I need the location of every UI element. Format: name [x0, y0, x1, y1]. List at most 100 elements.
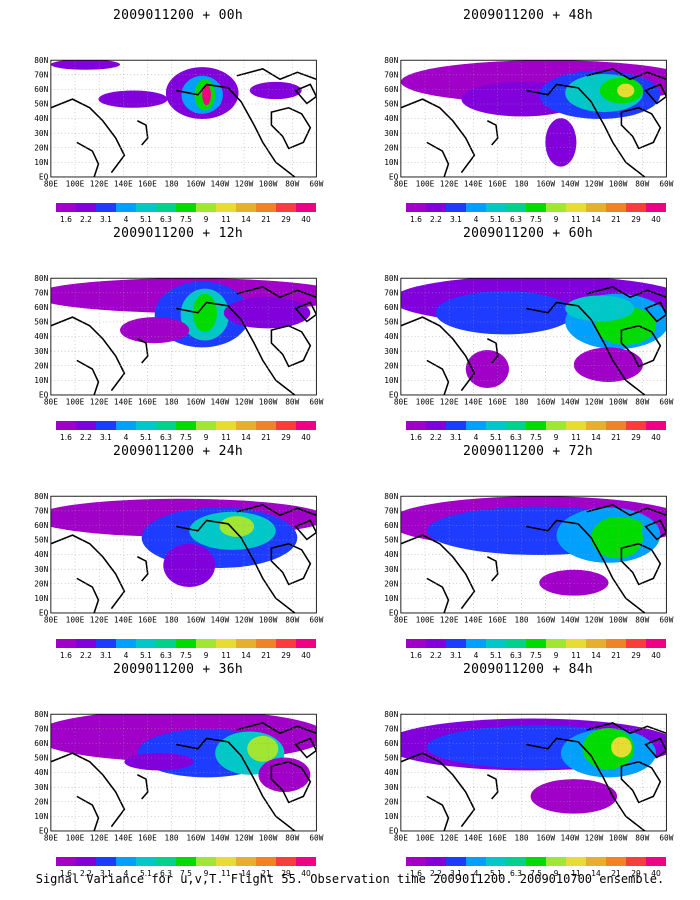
panel-title: 2009011200 + 60h: [462, 226, 594, 241]
longitude-tick-label: 60W: [309, 179, 323, 188]
coastline: [76, 577, 100, 613]
coastline: [644, 737, 667, 759]
colorbar-label: 6.3: [160, 651, 172, 660]
colorbar-swatch: [216, 857, 236, 866]
colorbar-swatch: [406, 857, 426, 866]
coastline: [176, 737, 296, 831]
colorbar-swatch: [606, 203, 626, 212]
map-frame: [400, 495, 667, 614]
colorbar-swatch: [116, 639, 136, 648]
longitude-tick-label: 80W: [635, 615, 649, 624]
colorbar-label: 9: [554, 869, 559, 878]
colorbar-label: 4: [124, 651, 129, 660]
coastline: [487, 120, 499, 146]
variance-map: 80E 100E 120E 140E 160E 180 160W 140W 120W 100W 80…: [34, 274, 323, 407]
latitude-tick-label: 50N: [384, 100, 398, 109]
colorbar-swatch: [116, 421, 136, 430]
coastline: [50, 752, 126, 828]
colorbar-swatch: [546, 421, 566, 430]
latitude-tick-label: EQ: [39, 173, 49, 182]
colorbar-label: 29: [281, 215, 291, 224]
longitude-tick-label: 160E: [138, 833, 157, 842]
colorbar-label: 29: [631, 869, 641, 878]
longitude-tick-label: 140E: [464, 833, 483, 842]
forecast-panel: 2009011200 + 36h 80E 100E 120E 140E 160E 180 16…: [8, 662, 348, 878]
latitude-tick-label: 40N: [34, 114, 48, 123]
colorbar-label: 11: [221, 869, 231, 878]
variance-contour: [608, 517, 644, 536]
colorbar-label: 21: [611, 869, 621, 878]
colorbar-label: 21: [261, 651, 271, 660]
longitude-tick-label: 80E: [44, 615, 58, 624]
colorbar-swatch: [56, 421, 76, 430]
coastline: [137, 774, 149, 800]
colorbar-swatch: [526, 421, 546, 430]
colorbar-swatch: [626, 421, 646, 430]
latitude-tick-label: 80N: [384, 492, 398, 501]
colorbar-label: 29: [631, 215, 641, 224]
longitude-tick-label: 160W: [186, 179, 205, 188]
map-frame: [50, 59, 317, 178]
colorbar-label: 4: [474, 651, 479, 660]
colorbar-swatch: [56, 203, 76, 212]
latitude-tick-label: 50N: [34, 536, 48, 545]
colorbar: 1.6 2.2 3.1 4 5.1 6.3 7.5 9 11 14 21 29 40: [56, 203, 316, 224]
colorbar: 1.6 2.2 3.1 4 5.1 6.3 7.5 9 11 14 21 29 40: [406, 421, 666, 442]
latitude-tick-label: EQ: [389, 173, 399, 182]
colorbar-label: 2.2: [430, 433, 442, 442]
colorbar-swatch: [546, 639, 566, 648]
colorbar-label: 29: [281, 869, 291, 878]
coastline: [487, 338, 499, 364]
longitude-tick-label: 140W: [560, 179, 579, 188]
colorbar-swatch: [426, 857, 446, 866]
longitude-tick-label: 160W: [186, 833, 205, 842]
colorbar-label: 7.5: [180, 433, 192, 442]
colorbar-label: 2.2: [80, 869, 92, 878]
latitude-tick-label: 70N: [34, 724, 48, 733]
colorbar-label: 2.2: [80, 433, 92, 442]
colorbar-label: 29: [631, 433, 641, 442]
colorbar-label: 14: [591, 215, 601, 224]
variance-contour: [50, 60, 121, 70]
latitude-tick-label: 70N: [34, 70, 48, 79]
latitude-tick-label: 70N: [384, 724, 398, 733]
panel-title: 2009011200 + 12h: [112, 226, 244, 241]
latitude-tick-label: 10N: [34, 594, 48, 603]
latitude-tick-label: 10N: [384, 812, 398, 821]
colorbar-swatch: [526, 203, 546, 212]
variance-contour: [617, 83, 635, 98]
latitude-tick-label: 10N: [384, 158, 398, 167]
coastline: [426, 577, 450, 613]
longitude-tick-label: 160W: [536, 833, 555, 842]
variance-contour: [219, 516, 255, 537]
colorbar-label: 1.6: [410, 433, 422, 442]
latitude-tick-label: 40N: [384, 768, 398, 777]
coastline: [487, 774, 499, 800]
coastline: [176, 301, 296, 395]
colorbar-swatch: [56, 857, 76, 866]
longitude-tick-label: 180: [515, 397, 529, 406]
colorbar-label: 40: [301, 215, 311, 224]
longitude-tick-label: 140W: [210, 179, 229, 188]
coastline: [50, 316, 126, 392]
colorbar-swatch: [506, 203, 526, 212]
coastline: [487, 556, 499, 582]
longitude-tick-label: 100E: [66, 833, 85, 842]
coastline: [426, 795, 450, 831]
coastline: [137, 120, 149, 146]
colorbar-swatch: [196, 203, 216, 212]
forecast-panel: 2009011200 + 72h 80E 100E 120E 140E 160E 180 16…: [358, 444, 698, 660]
colorbar-label: 9: [204, 869, 209, 878]
latitude-tick-label: 60N: [34, 739, 48, 748]
latitude-tick-label: 70N: [34, 506, 48, 515]
longitude-tick-label: 180: [165, 833, 179, 842]
latitude-tick-label: 20N: [384, 361, 398, 370]
colorbar-label: 11: [571, 433, 581, 442]
colorbar-label: 2.2: [430, 651, 442, 660]
longitude-tick-label: 180: [515, 615, 529, 624]
colorbar-swatch: [406, 203, 426, 212]
longitude-tick-label: 160W: [536, 615, 555, 624]
longitude-tick-label: 140E: [114, 179, 133, 188]
colorbar-label: 14: [591, 433, 601, 442]
colorbar-swatch: [276, 639, 296, 648]
